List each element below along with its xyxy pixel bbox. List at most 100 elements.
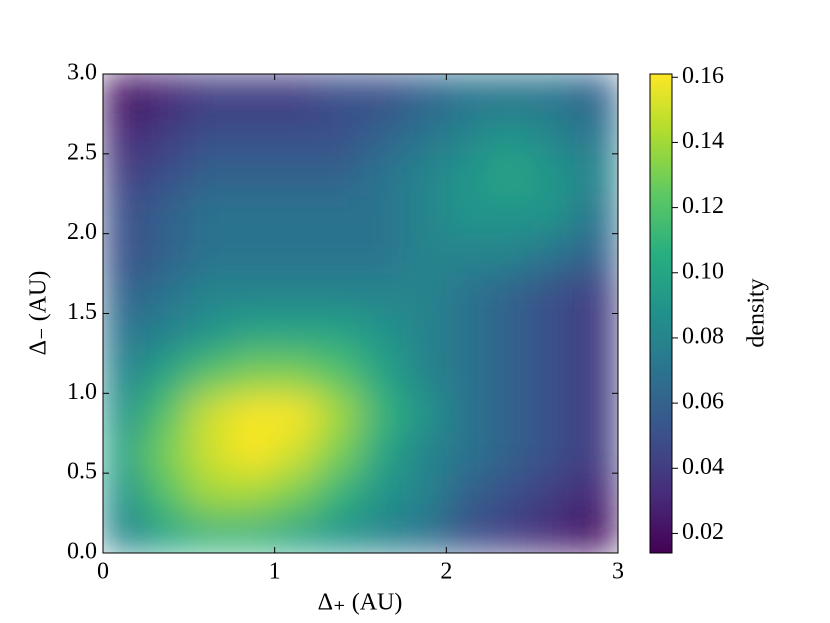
x-tick-label: 2 (440, 559, 452, 585)
heatmap-cell (274, 392, 319, 434)
heatmap-cell (574, 472, 618, 514)
heatmap-cell (103, 233, 147, 275)
heatmap-cell (445, 352, 490, 394)
colorbar-tick-label: 0.16 (682, 63, 724, 89)
heatmap-cell (231, 352, 276, 394)
heatmap-cell (445, 74, 490, 115)
heatmap-cell (360, 193, 404, 235)
heatmap-cell (188, 153, 233, 195)
y-tick-label: 1.0 (67, 379, 97, 405)
heatmap-cell (274, 512, 319, 553)
colorbar-tick-label: 0.06 (682, 389, 724, 415)
heatmap-cell (145, 233, 190, 275)
heatmap-cell (317, 153, 361, 195)
heatmap-cell (317, 273, 361, 314)
heatmap-cell (103, 392, 147, 434)
heatmap-cell (145, 273, 190, 314)
heatmap-cell (574, 273, 618, 314)
colorbar-tick-label: 0.14 (682, 128, 724, 154)
heatmap-cell (145, 352, 190, 394)
heatmap-cell (188, 74, 233, 115)
heatmap-cell (574, 352, 618, 394)
colorbar-tick-label: 0.08 (682, 323, 724, 349)
heatmap-cells (103, 74, 618, 553)
heatmap-cell (188, 512, 233, 553)
heatmap-cell (360, 432, 404, 474)
x-tick-label: 0 (97, 559, 109, 585)
heatmap-cell (145, 392, 190, 434)
heatmap-cell (402, 74, 447, 115)
heatmap-cell (574, 74, 618, 115)
heatmap-cell (188, 392, 233, 434)
heatmap-cell (574, 512, 618, 553)
heatmap-cell (103, 472, 147, 514)
y-tick-label: 0.5 (67, 459, 97, 485)
y-tick-label: 2.0 (67, 219, 97, 245)
heatmap-cell (274, 472, 319, 514)
heatmap-cell (488, 472, 533, 514)
heatmap-cell (488, 432, 533, 474)
heatmap-cell (488, 113, 533, 155)
heatmap-cell (274, 74, 319, 115)
heatmap-cell (402, 273, 447, 314)
heatmap-cell (445, 113, 490, 155)
heatmap-cell (103, 432, 147, 474)
y-tick-label: 0.0 (67, 539, 97, 565)
heatmap-cell (145, 512, 190, 553)
heatmap-cell (145, 113, 190, 155)
heatmap-cell (531, 273, 576, 314)
heatmap-cell (445, 153, 490, 195)
heatmap-cell (574, 432, 618, 474)
heatmap-cell (103, 113, 147, 155)
heatmap-cell (531, 352, 576, 394)
heatmap-cell (274, 273, 319, 314)
heatmap-cell (360, 153, 404, 195)
heatmap-cell (103, 193, 147, 235)
heatmap-cell (231, 512, 276, 553)
heatmap-cell (103, 153, 147, 195)
heatmap-cell (488, 352, 533, 394)
heatmap-cell (402, 432, 447, 474)
heatmap-cell (445, 392, 490, 434)
heatmap-cell (402, 512, 447, 553)
heatmap-cell (488, 193, 533, 235)
heatmap-cell (231, 233, 276, 275)
heatmap-cell (531, 392, 576, 434)
heatmap-cell (531, 313, 576, 354)
heatmap-cell (274, 233, 319, 275)
heatmap-cell (145, 193, 190, 235)
heatmap-cell (103, 273, 147, 314)
x-axis-label: Δ₊ (AU) (318, 590, 403, 616)
heatmap-cell (274, 352, 319, 394)
heatmap-cell (188, 352, 233, 394)
heatmap-cell (488, 392, 533, 434)
heatmap-cell (531, 472, 576, 514)
heatmap-cell (317, 392, 361, 434)
heatmap-cell (145, 74, 190, 115)
heatmap-cell (317, 74, 361, 115)
heatmap-cell (488, 313, 533, 354)
heatmap-cell (531, 113, 576, 155)
heatmap-cell (360, 74, 404, 115)
heatmap-cell (402, 392, 447, 434)
heatmap-cell (231, 273, 276, 314)
heatmap-cell (445, 472, 490, 514)
heatmap-cell (445, 193, 490, 235)
heatmap-cell (360, 512, 404, 553)
heatmap-cell (360, 472, 404, 514)
heatmap-cell (445, 313, 490, 354)
heatmap-cell (274, 153, 319, 195)
colorbar-tick-label: 0.04 (682, 454, 724, 480)
heatmap-cell (231, 153, 276, 195)
heatmap-cell (188, 472, 233, 514)
heatmap (103, 74, 618, 553)
heatmap-cell (103, 512, 147, 553)
heatmap-cell (488, 273, 533, 314)
heatmap-cell (488, 233, 533, 275)
heatmap-cell (145, 153, 190, 195)
heatmap-cell (231, 74, 276, 115)
heatmap-cell (402, 193, 447, 235)
heatmap-cell (531, 512, 576, 553)
heatmap-cell (145, 472, 190, 514)
heatmap-cell (574, 193, 618, 235)
